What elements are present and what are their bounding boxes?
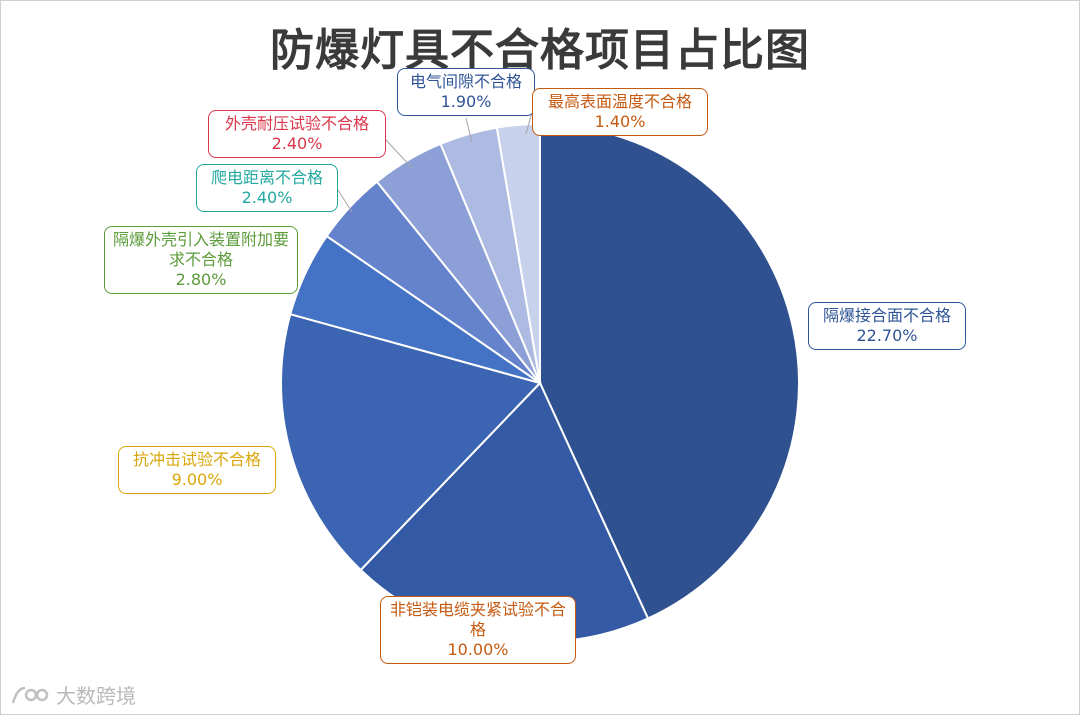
slice-label-name: 非铠装电缆夹紧试验不合格	[389, 600, 566, 639]
slice-label-value: 9.00%	[171, 470, 223, 489]
slice-label-name: 爬电距离不合格	[210, 168, 323, 187]
slice-data-label: 隔爆外壳引入装置附加要求不合格 2.80%	[104, 226, 298, 294]
slice-label-name: 外壳耐压试验不合格	[224, 114, 369, 133]
slice-data-label: 抗冲击试验不合格 9.00%	[118, 446, 276, 494]
slice-data-label: 电气间隙不合格 1.90%	[397, 68, 535, 116]
slice-data-label: 非铠装电缆夹紧试验不合格 10.00%	[380, 596, 576, 664]
slice-label-value: 2.40%	[271, 134, 323, 153]
slice-label-value: 22.70%	[856, 326, 918, 345]
watermark-text: 大数跨境	[56, 684, 136, 708]
slice-label-name: 最高表面温度不合格	[547, 92, 692, 111]
slice-data-label: 最高表面温度不合格 1.40%	[532, 88, 708, 136]
pie-slice	[539, 122, 800, 620]
slice-data-label: 爬电距离不合格 2.40%	[196, 164, 338, 212]
slice-label-value: 2.80%	[175, 270, 227, 289]
slice-label-name: 隔爆接合面不合格	[822, 306, 951, 325]
slice-label-name: 电气间隙不合格	[409, 72, 522, 91]
slice-label-name: 隔爆外壳引入装置附加要求不合格	[112, 230, 289, 269]
pie-slice	[280, 312, 542, 572]
slice-label-value: 1.90%	[440, 92, 492, 111]
leader-line	[385, 139, 413, 169]
slice-label-value: 1.40%	[594, 112, 646, 131]
watermark: 大数跨境	[10, 680, 136, 709]
slice-label-value: 2.40%	[241, 188, 293, 207]
leader-line	[465, 117, 473, 143]
slice-label-name: 抗冲击试验不合格	[132, 450, 261, 469]
slice-data-label: 隔爆接合面不合格 22.70%	[808, 302, 966, 350]
chart-title: 防爆灯具不合格项目占比图	[270, 25, 810, 76]
leader-line	[337, 189, 353, 213]
slice-label-value: 10.00%	[447, 640, 509, 659]
leader-line	[525, 111, 533, 135]
watermark-logo-icon	[11, 686, 49, 703]
slice-data-label: 外壳耐压试验不合格 2.40%	[208, 110, 386, 158]
